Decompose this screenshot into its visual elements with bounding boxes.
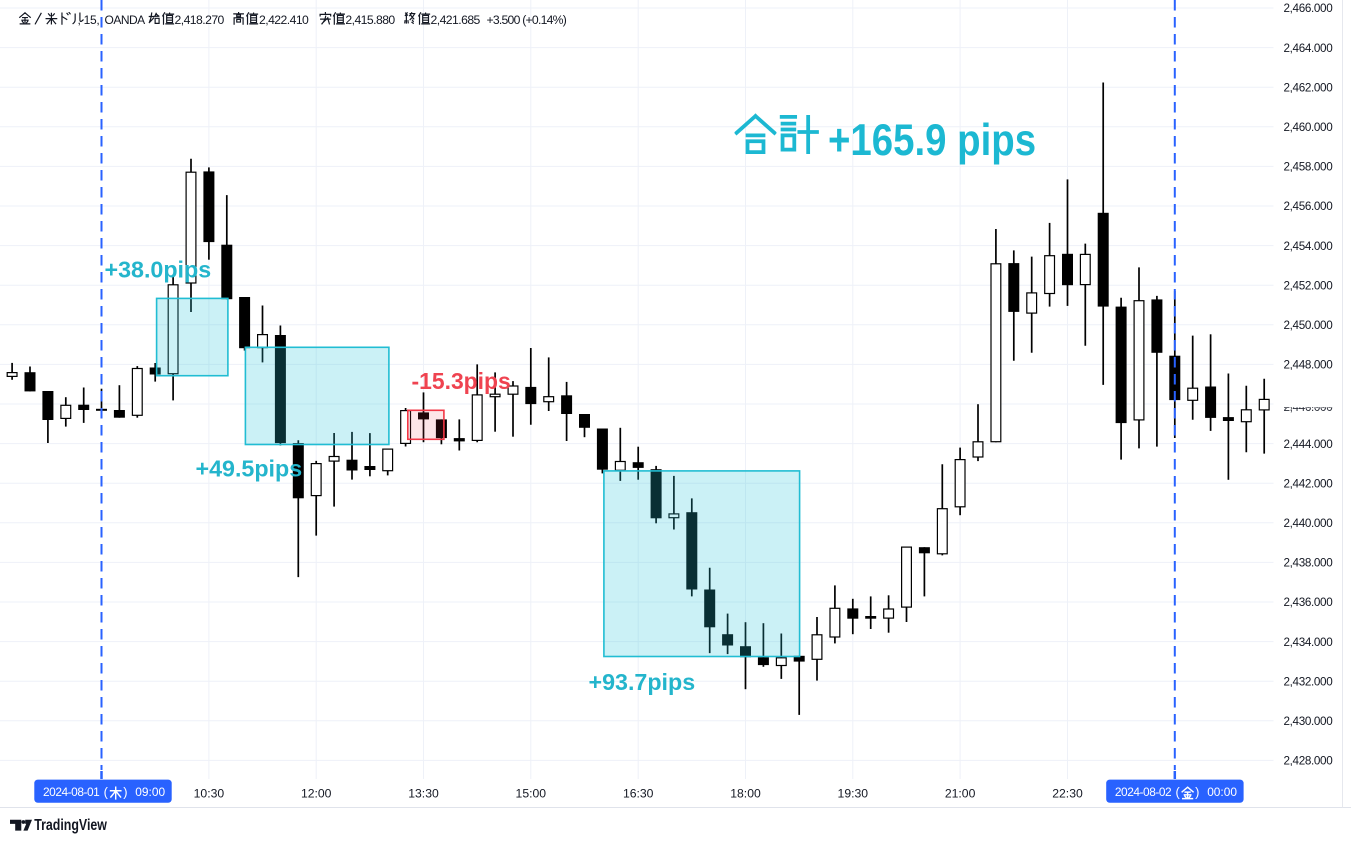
- svg-text:21:00: 21:00: [945, 787, 976, 801]
- svg-text:2,460.000: 2,460.000: [1284, 121, 1334, 134]
- svg-text:22:30: 22:30: [1052, 787, 1083, 801]
- svg-text:(: (: [104, 785, 109, 800]
- svg-text:2,436.000: 2,436.000: [1284, 596, 1334, 609]
- svg-text:13:30: 13:30: [408, 787, 439, 801]
- svg-text:2,415.880: 2,415.880: [345, 13, 395, 27]
- svg-text:18:00: 18:00: [730, 787, 761, 801]
- svg-text:+38.0pips: +38.0pips: [105, 256, 212, 282]
- svg-text:2024-08-02: 2024-08-02: [1115, 785, 1172, 799]
- svg-text:15:00: 15:00: [516, 787, 547, 801]
- svg-text:2,438.000: 2,438.000: [1284, 557, 1334, 570]
- svg-text:2,458.000: 2,458.000: [1284, 161, 1334, 174]
- svg-text:2,444.000: 2,444.000: [1284, 438, 1334, 451]
- svg-text:OANDA: OANDA: [105, 13, 146, 27]
- svg-text:19:30: 19:30: [838, 787, 869, 801]
- svg-text:2,418.270: 2,418.270: [175, 13, 225, 27]
- svg-text:2,448.000: 2,448.000: [1284, 359, 1334, 372]
- svg-text:2,434.000: 2,434.000: [1284, 636, 1334, 649]
- svg-text:09:00: 09:00: [135, 785, 165, 799]
- svg-text:2,462.000: 2,462.000: [1284, 81, 1334, 94]
- svg-text:2,456.000: 2,456.000: [1284, 200, 1334, 213]
- svg-text:-15.3pips: -15.3pips: [412, 368, 511, 394]
- svg-text:2,464.000: 2,464.000: [1284, 42, 1334, 55]
- svg-text:2,452.000: 2,452.000: [1284, 279, 1334, 292]
- svg-text:TradingView: TradingView: [34, 815, 107, 833]
- svg-text:, 15,: , 15,: [78, 13, 100, 27]
- svg-text:2,428.000: 2,428.000: [1284, 755, 1334, 768]
- svg-text:2,450.000: 2,450.000: [1284, 319, 1334, 332]
- svg-text:10:30: 10:30: [194, 787, 225, 801]
- svg-text:2,422.410: 2,422.410: [259, 13, 309, 27]
- svg-text:2,442.000: 2,442.000: [1284, 477, 1334, 490]
- svg-text:2,454.000: 2,454.000: [1284, 240, 1334, 253]
- svg-text:): ): [1195, 785, 1199, 800]
- svg-text:2024-08-01: 2024-08-01: [43, 785, 100, 799]
- svg-text:2,440.000: 2,440.000: [1284, 517, 1334, 530]
- svg-text:+49.5pips: +49.5pips: [196, 455, 303, 481]
- svg-text:00:00: 00:00: [1207, 785, 1237, 799]
- svg-text:+3.500 (+0.14%): +3.500 (+0.14%): [487, 13, 567, 27]
- svg-text:+165.9 pips: +165.9 pips: [828, 114, 1036, 164]
- svg-text:2,466.000: 2,466.000: [1284, 2, 1334, 15]
- svg-text:+93.7pips: +93.7pips: [589, 669, 696, 695]
- svg-text:12:00: 12:00: [301, 787, 332, 801]
- svg-text:): ): [123, 785, 127, 800]
- svg-text:16:30: 16:30: [623, 787, 654, 801]
- svg-text:(: (: [1176, 785, 1181, 800]
- svg-text:2,432.000: 2,432.000: [1284, 675, 1334, 688]
- svg-text:2,421.685: 2,421.685: [431, 13, 481, 27]
- svg-text:2,430.000: 2,430.000: [1284, 715, 1334, 728]
